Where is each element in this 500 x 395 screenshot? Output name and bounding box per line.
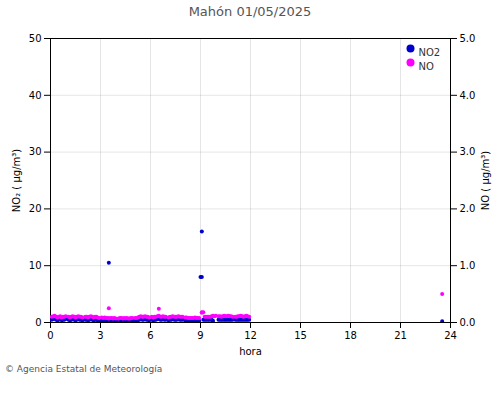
svg-text:NO ( µg/m³): NO ( µg/m³) <box>480 151 491 210</box>
svg-text:18: 18 <box>344 330 357 341</box>
html-text:Mahón 01/05/2025: Mahón 01/05/2025 <box>188 4 312 19</box>
svg-text:hora: hora <box>239 346 262 357</box>
svg-text:NO₂ ( µg/m³): NO₂ ( µg/m³) <box>11 149 22 212</box>
svg-text:4.0: 4.0 <box>460 90 476 101</box>
svg-text:12: 12 <box>244 330 257 341</box>
svg-text:40: 40 <box>29 90 42 101</box>
svg-text:24: 24 <box>444 330 457 341</box>
svg-text:NO2: NO2 <box>419 47 441 58</box>
svg-text:10: 10 <box>29 260 42 271</box>
svg-text:0: 0 <box>35 317 41 328</box>
svg-text:0.0: 0.0 <box>460 317 476 328</box>
svg-text:21: 21 <box>394 330 407 341</box>
svg-text:30: 30 <box>29 146 42 157</box>
svg-text:2.0: 2.0 <box>460 203 476 214</box>
svg-text:50: 50 <box>29 33 42 44</box>
svg-text:15: 15 <box>294 330 307 341</box>
svg-text:6: 6 <box>147 330 153 341</box>
svg-text:1.0: 1.0 <box>460 260 476 271</box>
svg-text:9: 9 <box>197 330 203 341</box>
svg-text:0: 0 <box>47 330 53 341</box>
html-text:© Agencia Estatal de Meteorolo: © Agencia Estatal de Meteorología <box>5 364 163 374</box>
svg-text:3.0: 3.0 <box>460 146 476 157</box>
svg-text:3: 3 <box>97 330 103 341</box>
svg-text:5.0: 5.0 <box>460 33 476 44</box>
svg-text:NO: NO <box>419 61 434 72</box>
svg-text:20: 20 <box>29 203 42 214</box>
